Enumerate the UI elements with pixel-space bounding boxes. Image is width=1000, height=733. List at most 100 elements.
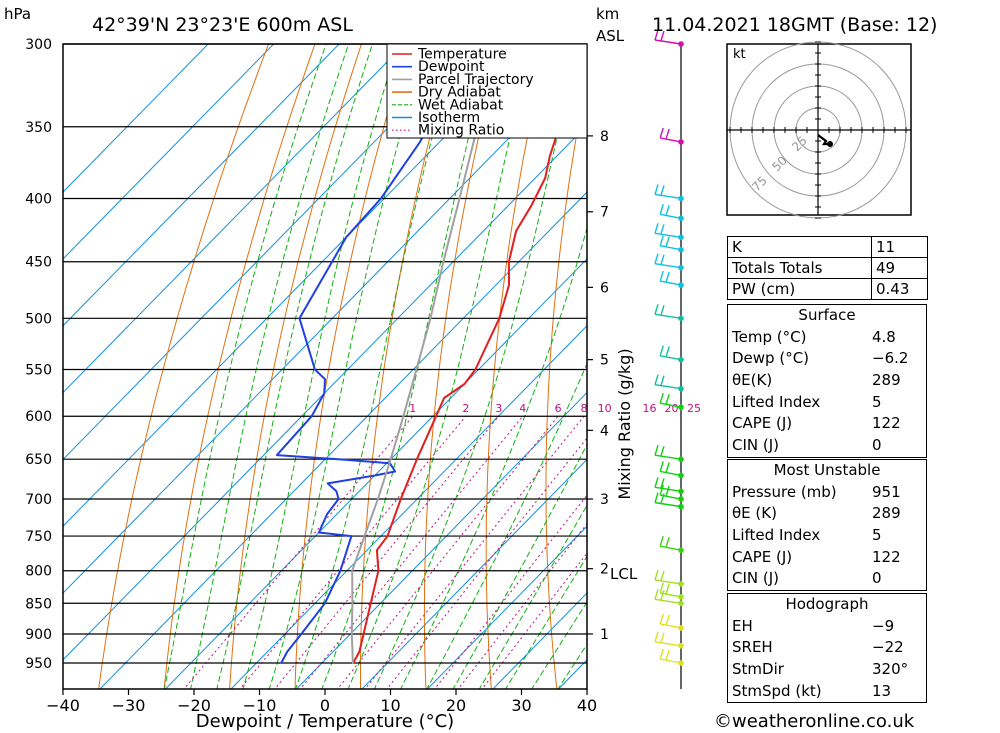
most-unstable-row: Lifted Index 5	[728, 525, 926, 547]
row-value: 13	[872, 681, 892, 700]
wet-adiabat-line	[400, 226, 587, 689]
x-tick-label: 20	[446, 696, 466, 715]
surface-row: CIN (J) 0	[728, 435, 926, 457]
index-label: PW (cm)	[727, 278, 872, 300]
wind-barb-flag	[654, 184, 659, 195]
wind-barb-flag	[665, 271, 670, 282]
row-value: 0	[872, 569, 882, 588]
km-axis: 1 2 3 4 5 6 7 8	[587, 129, 609, 643]
indices-table: K 11 Totals Totals 49 PW (cm) 0.43	[727, 236, 928, 300]
wind-level-dot	[678, 660, 684, 666]
wet-adiabat-line	[426, 362, 587, 689]
row-label: Lifted Index	[732, 526, 821, 545]
mixing-ratio-label: 4	[519, 402, 526, 415]
asl-label: ASL	[596, 27, 625, 45]
wind-level-dot	[678, 642, 684, 649]
wind-barb-flag	[659, 204, 664, 215]
pressure-tick-label: 900	[25, 627, 52, 643]
pressure-tick-label: 700	[25, 492, 52, 508]
wind-barb	[654, 579, 682, 585]
wind-barb	[660, 213, 682, 219]
row-value: −22	[872, 638, 904, 657]
wind-level-dot	[678, 264, 684, 271]
wind-barb-flag	[654, 477, 659, 488]
wind-barb-flag	[660, 185, 665, 196]
hpa-unit-label: hPa	[4, 5, 31, 23]
isotherm-line	[63, 44, 340, 327]
km-tick-label: 2	[600, 562, 609, 578]
mixing-ratio-label: 25	[687, 402, 701, 415]
wind-barb	[654, 262, 682, 269]
x-tick-label: −20	[177, 696, 211, 715]
wind-barb	[654, 39, 682, 45]
wind-level-dot	[678, 282, 684, 288]
row-value: 5	[872, 392, 882, 411]
x-tick-label: 0	[320, 696, 330, 715]
wind-barb	[660, 137, 682, 143]
index-value: 49	[871, 257, 928, 279]
wind-barb	[654, 501, 682, 508]
wind-barb-flag	[660, 590, 665, 600]
row-label: θE (K)	[732, 504, 777, 523]
wind-level-dot	[678, 41, 684, 47]
dry-adiabat-line	[163, 44, 316, 689]
row-label: StmSpd (kt)	[732, 681, 822, 700]
wind-barb-flag	[660, 570, 665, 581]
row-value: −9	[872, 616, 895, 635]
wind-barb-flag	[660, 375, 665, 386]
wind-barb	[654, 193, 682, 200]
isotherm-line	[230, 325, 587, 689]
axes: 3003504004505005506006507007508008509009…	[25, 37, 597, 715]
wind-barb	[654, 598, 682, 604]
row-value: 289	[872, 371, 901, 390]
most-unstable-panel: Most Unstable Pressure (mb) 951 θE (K) 289 L…	[727, 459, 927, 592]
wind-level-dot	[678, 547, 684, 553]
x-tick-label: 10	[380, 696, 400, 715]
wind-level-dot	[678, 385, 684, 392]
wind-barb-flag	[654, 29, 659, 41]
wind-barb-flag	[654, 445, 659, 456]
surface-panel: Surface Temp (°C) 4.8 Dewp (°C) −6.2 θE(K) 28…	[727, 304, 927, 458]
wind-barb	[660, 402, 682, 408]
x-tick-label: 30	[511, 696, 531, 715]
pressure-tick-label: 950	[25, 656, 52, 672]
legend-label: Isotherm	[418, 110, 480, 126]
wind-level-dot	[678, 404, 684, 411]
profile-series	[275, 44, 587, 665]
row-label: Dewp (°C)	[732, 349, 810, 368]
hodograph-table-row: EH −9	[728, 616, 926, 638]
pressure-tick-label: 450	[25, 255, 52, 271]
wind-barb	[660, 280, 682, 286]
wind-barb-flag	[654, 492, 659, 503]
wind-barb-flag	[665, 583, 670, 594]
km-tick-label: 8	[600, 129, 609, 145]
storm-motion-dot	[827, 141, 833, 147]
index-row: K 11	[727, 236, 928, 258]
wind-level-dot	[678, 488, 684, 495]
dry-adiabat-line	[485, 44, 548, 689]
wind-barb-flag	[660, 493, 665, 504]
row-label: CAPE (J)	[732, 414, 793, 433]
km-tick-label: 5	[600, 353, 609, 369]
wind-barb-flag	[665, 649, 670, 660]
wind-profile	[654, 29, 684, 689]
most-unstable-row: θE (K) 289	[728, 503, 926, 525]
wind-level-dot	[678, 456, 684, 463]
datetime-title: 11.04.2021 18GMT (Base: 12)	[652, 14, 937, 36]
wind-level-dot	[678, 472, 684, 479]
row-label: θE(K)	[732, 371, 773, 390]
wind-barb-flag	[654, 589, 659, 600]
dry-adiabat-line	[423, 44, 502, 689]
mixing-ratio-axis-label: Mixing Ratio (g/kg)	[615, 348, 634, 499]
km-tick-label: 4	[600, 423, 609, 439]
hodograph-trace	[817, 134, 830, 146]
wind-barb	[660, 354, 682, 361]
row-label: SREH	[732, 638, 773, 657]
x-tick-label: −30	[112, 696, 146, 715]
mixing-ratio-label: 1	[409, 402, 416, 415]
wind-barb	[660, 244, 682, 251]
legend-label: Temperature	[417, 47, 507, 63]
wind-barb	[660, 658, 682, 664]
wind-level-dot	[678, 503, 684, 510]
index-value: 11	[871, 236, 928, 258]
